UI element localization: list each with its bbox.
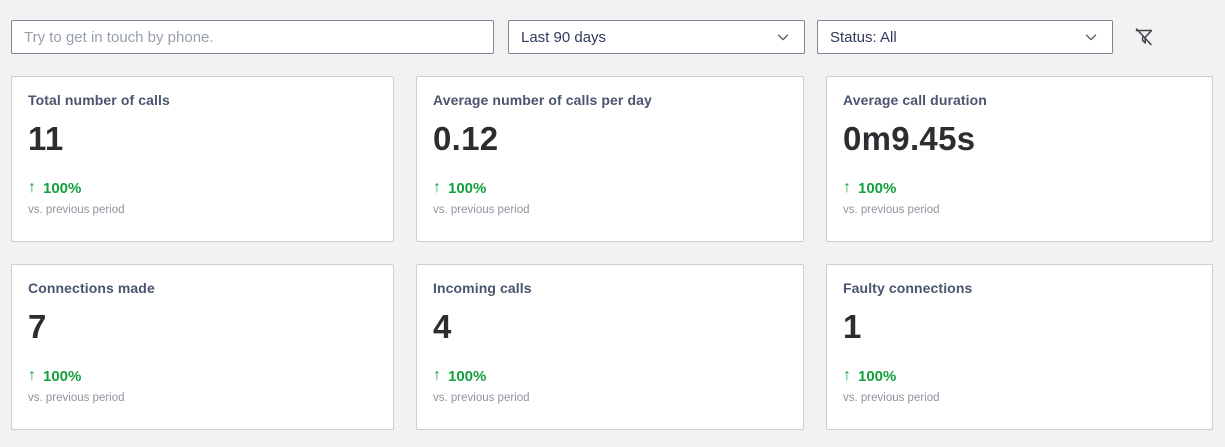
trend-value: 100% [43,179,82,197]
trend-up-arrow-icon: ↑ [433,367,441,384]
trend-value: 100% [858,179,897,197]
stat-card-total-calls: Total number of calls 11 ↑ 100% vs. prev… [11,76,394,242]
stat-card-incoming-calls: Incoming calls 4 ↑ 100% vs. previous per… [416,264,804,430]
trend-value: 100% [448,179,487,197]
comparison-label: vs. previous period [28,392,125,404]
calls-dashboard: Last 90 days Status: All Total number of… [11,20,1215,430]
search-input[interactable] [11,20,494,54]
card-value: 0.12 [433,120,499,157]
card-value: 0m9.45s [843,120,976,157]
card-value: 7 [28,308,47,345]
chevron-down-icon [1085,34,1097,41]
card-trend: ↑ 100% [433,367,787,385]
comparison-label: vs. previous period [433,392,530,404]
card-trend: ↑ 100% [843,179,1196,197]
comparison-label: vs. previous period [433,204,530,216]
card-title: Incoming calls [433,280,532,296]
trend-up-arrow-icon: ↑ [28,367,36,384]
stat-card-avg-call-duration: Average call duration 0m9.45s ↑ 100% vs.… [826,76,1213,242]
comparison-label: vs. previous period [28,204,125,216]
card-title: Average number of calls per day [433,92,652,108]
status-filter-value: Status: All [830,28,897,46]
status-filter-select[interactable]: Status: All [817,20,1113,54]
trend-up-arrow-icon: ↑ [28,179,36,196]
trend-value: 100% [448,367,487,385]
card-title: Faulty connections [843,280,973,296]
trend-value: 100% [858,367,897,385]
trend-up-arrow-icon: ↑ [843,179,851,196]
trend-up-arrow-icon: ↑ [433,179,441,196]
clear-filters-button[interactable] [1130,23,1158,51]
stat-cards-grid: Total number of calls 11 ↑ 100% vs. prev… [11,76,1215,430]
trend-up-arrow-icon: ↑ [843,367,851,384]
stat-card-connections-made: Connections made 7 ↑ 100% vs. previous p… [11,264,394,430]
chevron-down-icon [777,34,789,41]
filter-toolbar: Last 90 days Status: All [11,20,1215,54]
card-value: 1 [843,308,862,345]
date-range-value: Last 90 days [521,28,607,46]
comparison-label: vs. previous period [843,204,940,216]
comparison-label: vs. previous period [843,392,940,404]
card-title: Total number of calls [28,92,170,108]
card-trend: ↑ 100% [433,179,787,197]
stat-card-faulty-connections: Faulty connections 1 ↑ 100% vs. previous… [826,264,1213,430]
card-value: 4 [433,308,452,345]
card-trend: ↑ 100% [28,179,377,197]
stat-card-avg-calls-per-day: Average number of calls per day 0.12 ↑ 1… [416,76,804,242]
card-trend: ↑ 100% [843,367,1196,385]
filter-off-icon [1135,28,1153,46]
card-title: Connections made [28,280,155,296]
date-range-select[interactable]: Last 90 days [508,20,805,54]
card-trend: ↑ 100% [28,367,377,385]
card-title: Average call duration [843,92,987,108]
trend-value: 100% [43,367,82,385]
card-value: 11 [28,120,64,157]
